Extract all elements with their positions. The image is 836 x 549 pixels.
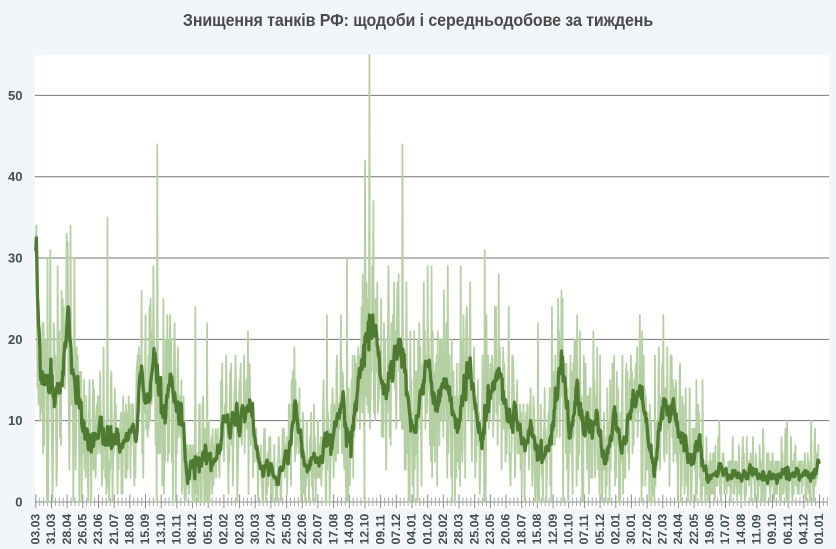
x-axis-labels: 03.03 31.03 28.04 26.05 23.06 21.07 18.08 15.09… [29, 514, 827, 545]
x-tick-label: 01.01 [812, 514, 826, 545]
x-tick-label: 05.01 [201, 514, 215, 545]
x-tick-label: 22.05 [687, 514, 701, 545]
x-tick-label: 27.04 [264, 514, 278, 545]
x-tick-label: 02.02 [217, 514, 231, 545]
x-tick-label: 09.10 [765, 514, 779, 545]
x-tick-label: 27.02 [640, 514, 654, 545]
x-tick-label: 24.04 [671, 514, 685, 545]
x-tick-label: 07.11 [577, 514, 591, 544]
y-tick-label: 50 [8, 88, 22, 103]
x-tick-label: 02.03 [232, 514, 246, 545]
x-tick-label: 17.08 [326, 514, 340, 545]
x-tick-label: 11.09 [750, 514, 764, 544]
weekly-average-line [34, 236, 821, 487]
x-tick-label: 09.11 [373, 514, 387, 544]
x-tick-label: 12.09 [546, 514, 560, 545]
x-tick-label: 04.01 [405, 514, 419, 545]
x-tick-label: 25.05 [279, 514, 293, 545]
x-tick-label: 20.07 [311, 514, 325, 545]
y-tick-label: 0 [15, 495, 22, 510]
x-tick-label: 22.06 [295, 514, 309, 545]
x-tick-label: 28.04 [60, 514, 74, 545]
x-tick-label: 27.03 [656, 514, 670, 545]
x-tick-label: 15.09 [138, 514, 152, 545]
x-tick-label: 29.02 [436, 514, 450, 545]
x-tick-label: 06.11 [781, 514, 795, 544]
x-tick-label: 20.06 [499, 514, 513, 545]
x-tick-label: 08.12 [185, 514, 199, 545]
x-tick-label: 19.06 [703, 514, 717, 545]
x-tick-label: 10.11 [170, 514, 184, 544]
x-tick-label: 07.12 [389, 514, 403, 545]
x-tick-label: 28.03 [452, 514, 466, 545]
y-tick-label: 10 [8, 413, 22, 428]
x-tick-label: 10.10 [561, 514, 575, 545]
x-tick-label: 02.01 [609, 514, 623, 545]
x-tick-label: 15.08 [530, 514, 544, 545]
x-tick-label: 05.12 [593, 514, 607, 545]
x-tick-label: 18.08 [123, 514, 137, 545]
x-tick-label: 23.05 [483, 514, 497, 545]
y-tick-label: 30 [8, 251, 22, 266]
x-tick-label: 04.12 [797, 514, 811, 545]
x-tick-label: 17.07 [718, 514, 732, 545]
x-tick-label: 30.01 [624, 514, 638, 545]
y-tick-label: 20 [8, 332, 22, 347]
chart-title: Знищення танків РФ: щодоби і середньодоб… [182, 10, 654, 30]
x-tick-label: 30.03 [248, 514, 262, 545]
x-tick-label: 12.10 [358, 514, 372, 545]
x-tick-label: 31.03 [44, 514, 58, 545]
x-tick-label: 18.07 [514, 514, 528, 545]
y-tick-label: 40 [8, 169, 22, 184]
x-tick-label: 23.06 [91, 514, 105, 545]
x-tick-label: 14.09 [342, 514, 356, 545]
x-tick-label: 13.10 [154, 514, 168, 545]
x-tick-label: 03.03 [29, 514, 43, 545]
x-tick-label: 01.02 [420, 514, 434, 545]
y-axis-labels: 0 10 20 30 40 50 [8, 88, 22, 510]
x-tick-label: 21.07 [107, 514, 121, 545]
x-tick-label: 26.05 [76, 514, 90, 545]
x-tick-label: 25.04 [467, 514, 481, 545]
x-tick-label: 14.08 [734, 514, 748, 545]
